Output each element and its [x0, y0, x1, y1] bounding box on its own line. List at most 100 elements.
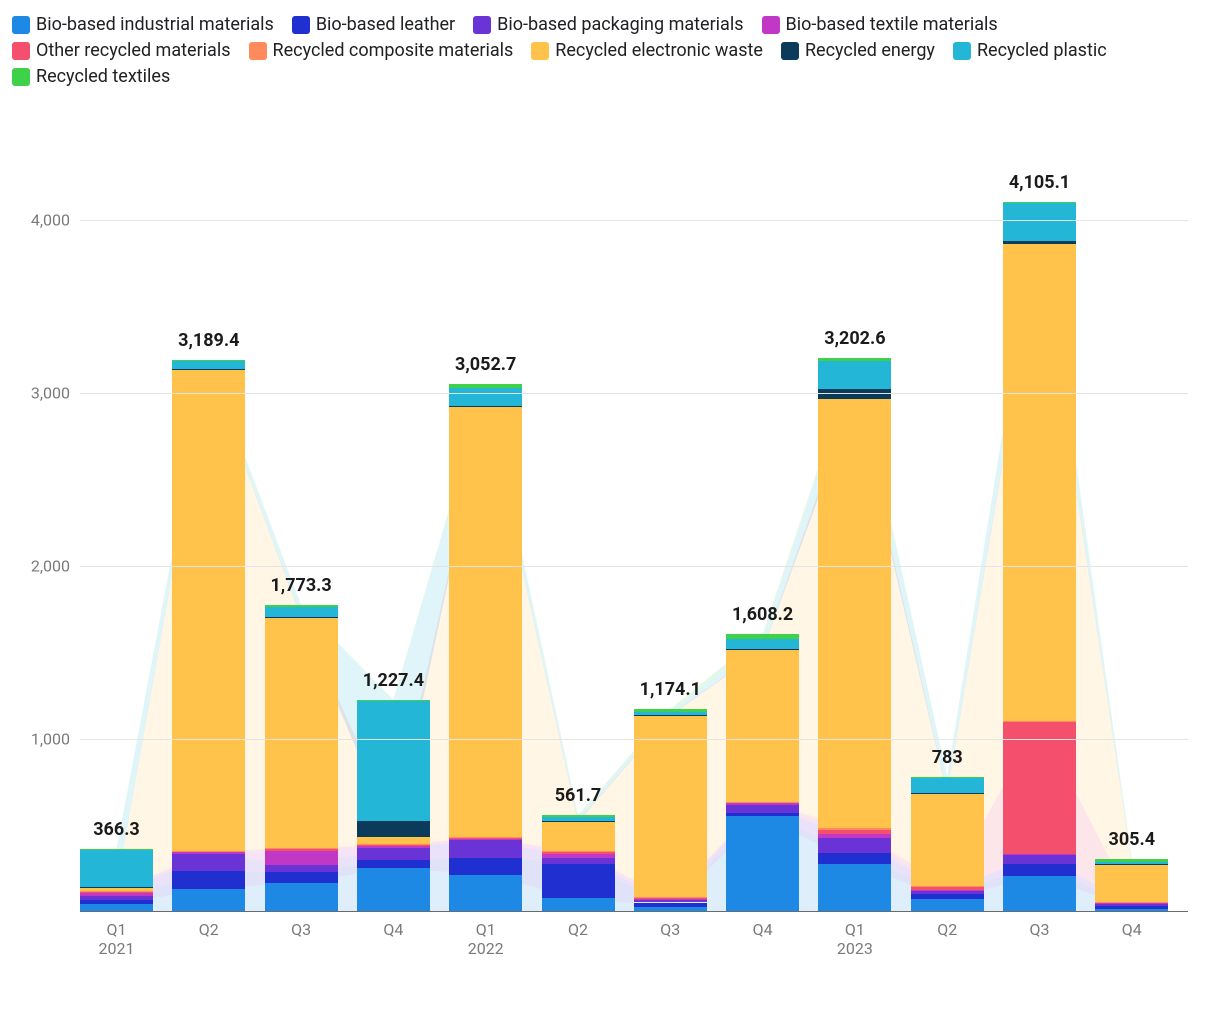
- bar-segment[interactable]: [357, 848, 430, 860]
- bar-segment[interactable]: [634, 712, 707, 715]
- bar-segment[interactable]: [449, 388, 522, 405]
- bar-segment[interactable]: [634, 897, 707, 898]
- bar-segment[interactable]: [357, 845, 430, 846]
- legend-item[interactable]: Recycled composite materials: [249, 38, 514, 64]
- bar-segment[interactable]: [911, 793, 984, 794]
- bar-segment[interactable]: [634, 903, 707, 907]
- bar-segment[interactable]: [80, 892, 153, 893]
- bar-segment[interactable]: [172, 851, 245, 852]
- legend-item[interactable]: Other recycled materials: [12, 38, 231, 64]
- bar-segment[interactable]: [726, 805, 799, 813]
- bar-segment[interactable]: [726, 639, 799, 650]
- bar-segment[interactable]: [726, 634, 799, 639]
- bar-segment[interactable]: [80, 896, 153, 900]
- bar-segment[interactable]: [726, 802, 799, 803]
- bar-segment[interactable]: [911, 778, 984, 794]
- bar-segment[interactable]: [911, 777, 984, 778]
- bar-segment[interactable]: [634, 716, 707, 898]
- bar-segment[interactable]: [542, 898, 615, 912]
- bar-segment[interactable]: [542, 815, 615, 817]
- bar-segment[interactable]: [172, 360, 245, 361]
- bar-segment[interactable]: [1095, 903, 1168, 904]
- bar-segment[interactable]: [1003, 876, 1076, 912]
- legend-item[interactable]: Bio-based leather: [292, 12, 455, 38]
- bar-segment[interactable]: [1095, 864, 1168, 901]
- bar-segment[interactable]: [80, 849, 153, 851]
- bar-segment[interactable]: [726, 802, 799, 803]
- bar-segment[interactable]: [818, 828, 891, 830]
- bar-segment[interactable]: [911, 794, 984, 886]
- bar-segment[interactable]: [357, 860, 430, 868]
- bar-segment[interactable]: [818, 399, 891, 828]
- bar-segment[interactable]: [80, 900, 153, 904]
- bar-segment[interactable]: [357, 700, 430, 701]
- bar-segment[interactable]: [542, 821, 615, 822]
- bar-segment[interactable]: [80, 887, 153, 888]
- bar-segment[interactable]: [1003, 244, 1076, 722]
- bar-segment[interactable]: [726, 650, 799, 801]
- bar-segment[interactable]: [265, 618, 338, 848]
- bar-segment[interactable]: [449, 840, 522, 857]
- legend-item[interactable]: Bio-based industrial materials: [12, 12, 274, 38]
- bar-segment[interactable]: [542, 817, 615, 821]
- legend-item[interactable]: Bio-based packaging materials: [473, 12, 743, 38]
- bar-segment[interactable]: [172, 854, 245, 871]
- bar-segment[interactable]: [818, 834, 891, 838]
- bar-segment[interactable]: [357, 868, 430, 912]
- bar-segment[interactable]: [80, 891, 153, 892]
- bar-segment[interactable]: [634, 900, 707, 903]
- bar-segment[interactable]: [818, 830, 891, 834]
- bar-segment[interactable]: [1095, 904, 1168, 906]
- bar-segment[interactable]: [1095, 864, 1168, 865]
- bar-segment[interactable]: [449, 406, 522, 407]
- bar-segment[interactable]: [357, 821, 430, 837]
- bar-segment[interactable]: [911, 894, 984, 899]
- bar-segment[interactable]: [634, 715, 707, 716]
- bar-segment[interactable]: [449, 837, 522, 838]
- bar-segment[interactable]: [542, 858, 615, 863]
- bar-segment[interactable]: [172, 871, 245, 888]
- bar-segment[interactable]: [1095, 859, 1168, 862]
- bar-segment[interactable]: [357, 844, 430, 845]
- legend-item[interactable]: Recycled textiles: [12, 64, 170, 90]
- legend-item[interactable]: Recycled energy: [781, 38, 935, 64]
- bar-segment[interactable]: [265, 605, 338, 606]
- bar-segment[interactable]: [449, 858, 522, 875]
- bar-segment[interactable]: [542, 851, 615, 852]
- bar-segment[interactable]: [172, 851, 245, 852]
- bar-segment[interactable]: [1095, 862, 1168, 864]
- bar-segment[interactable]: [265, 848, 338, 849]
- bar-segment[interactable]: [449, 839, 522, 840]
- bar-segment[interactable]: [1095, 902, 1168, 903]
- bar-segment[interactable]: [449, 384, 522, 388]
- bar-segment[interactable]: [542, 822, 615, 851]
- bar-segment[interactable]: [1095, 902, 1168, 903]
- bar-segment[interactable]: [818, 864, 891, 912]
- bar-segment[interactable]: [172, 369, 245, 370]
- bar-segment[interactable]: [357, 846, 430, 848]
- bar-segment[interactable]: [1003, 854, 1076, 855]
- bar-segment[interactable]: [265, 883, 338, 912]
- bar-segment[interactable]: [818, 358, 891, 362]
- bar-segment[interactable]: [1095, 906, 1168, 909]
- bar-segment[interactable]: [911, 890, 984, 892]
- bar-segment[interactable]: [1003, 721, 1076, 722]
- bar-segment[interactable]: [449, 875, 522, 912]
- bar-segment[interactable]: [357, 837, 430, 844]
- bar-segment[interactable]: [1003, 241, 1076, 244]
- legend-item[interactable]: Bio-based textile materials: [762, 12, 998, 38]
- bar-segment[interactable]: [1003, 722, 1076, 853]
- bar-segment[interactable]: [818, 838, 891, 853]
- bar-segment[interactable]: [265, 849, 338, 851]
- bar-segment[interactable]: [1003, 864, 1076, 875]
- bar-segment[interactable]: [265, 872, 338, 882]
- bar-segment[interactable]: [634, 898, 707, 899]
- bar-segment[interactable]: [542, 854, 615, 858]
- bar-segment[interactable]: [80, 888, 153, 891]
- bar-segment[interactable]: [172, 361, 245, 369]
- bar-segment[interactable]: [818, 361, 891, 389]
- bar-segment[interactable]: [726, 813, 799, 816]
- bar-segment[interactable]: [726, 816, 799, 912]
- bar-segment[interactable]: [634, 899, 707, 900]
- bar-segment[interactable]: [542, 864, 615, 899]
